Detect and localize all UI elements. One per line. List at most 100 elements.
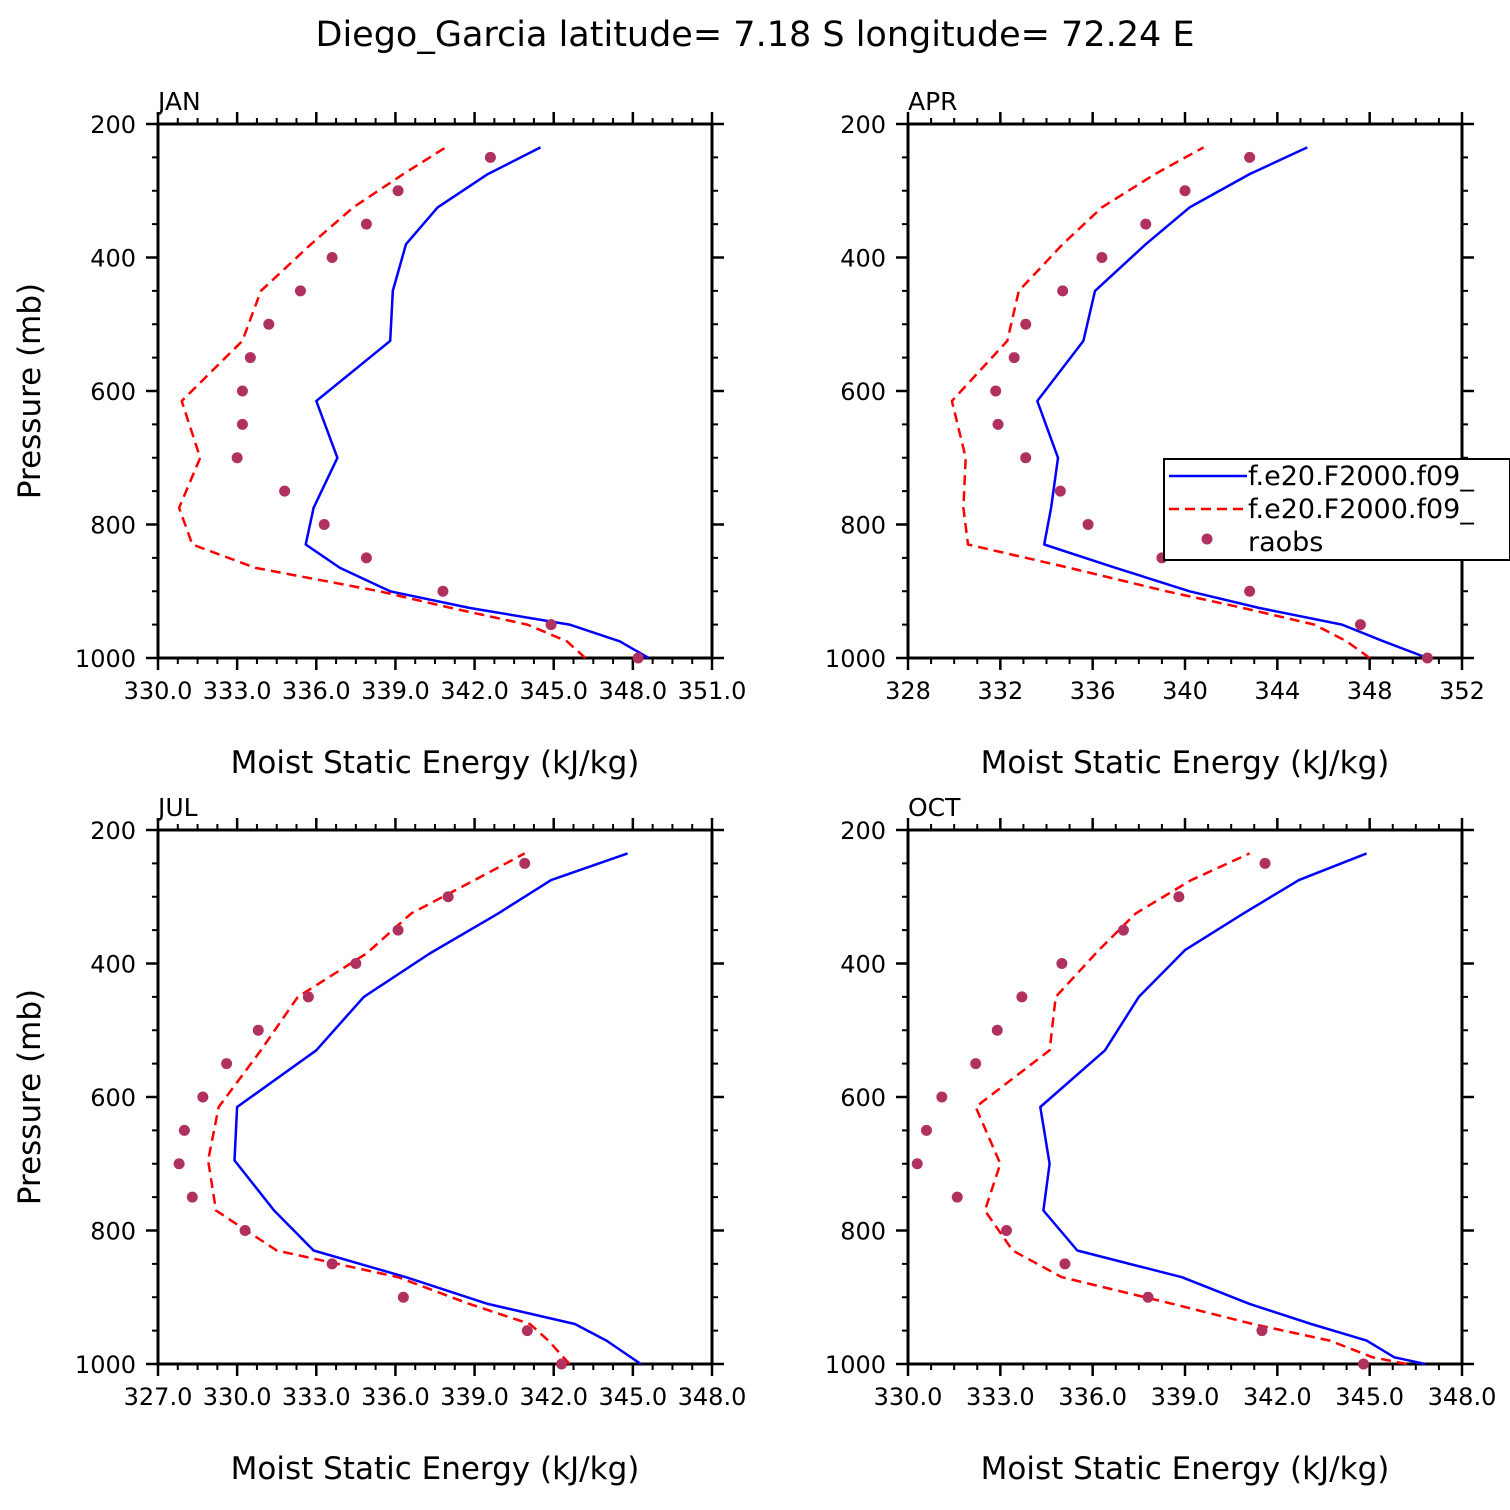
x-tick-label: 336.0 (361, 1383, 430, 1411)
y-tick-label: 1000 (75, 645, 136, 673)
raobs-point (252, 1024, 264, 1036)
raobs-point (392, 185, 404, 197)
raobs-point (1016, 991, 1028, 1003)
panel-apr: APR 328 332 336 340 344 348 352 200 400 600 800 1000… (825, 87, 1485, 781)
x-tick-label: 342.0 (440, 677, 509, 705)
raobs-point (1117, 924, 1129, 936)
raobs-point (1140, 218, 1152, 230)
raobs-point (173, 1158, 185, 1170)
x-tick-label: 348.0 (1428, 1383, 1497, 1411)
y-tick-label: 200 (90, 111, 136, 139)
y-axis-label: Pressure (mb) (12, 283, 48, 499)
raobs-point (178, 1124, 190, 1136)
y-tick-label: 600 (90, 1084, 136, 1112)
raobs-point (1142, 1291, 1154, 1303)
x-tick-label: 336.0 (282, 677, 351, 705)
x-tick-label: 348.0 (598, 677, 667, 705)
raobs-point (556, 1358, 568, 1370)
x-axis-label: Moist Static Energy (kJ/kg) (981, 745, 1390, 781)
x-axis-label: Moist Static Energy (kJ/kg) (981, 1451, 1390, 1487)
raobs-point (360, 552, 372, 564)
x-tick-label: 339.0 (440, 1383, 509, 1411)
raobs-point (920, 1124, 932, 1136)
x-tick-label: 340 (1162, 677, 1208, 705)
raobs-point (1179, 185, 1191, 197)
x-tick-label: 345.0 (519, 677, 588, 705)
y-tick-label: 800 (90, 1218, 136, 1246)
raobs-point (1244, 585, 1256, 597)
raobs-point (326, 1258, 338, 1270)
x-axis-label: Moist Static Energy (kJ/kg) (231, 745, 640, 781)
raobs-point (244, 352, 256, 364)
y-tick-label: 200 (840, 111, 886, 139)
y-tick-label: 800 (840, 1218, 886, 1246)
x-axis-label: Moist Static Energy (kJ/kg) (231, 1451, 640, 1487)
x-tick-label: 339.0 (361, 677, 430, 705)
raobs-point (392, 924, 404, 936)
model-red-dashed-line (950, 146, 1371, 660)
raobs-point (911, 1158, 923, 1170)
panel-jan: JAN 330.0 333.0 336.0 339.0 342.0 345.0 348.0 35… (12, 87, 746, 781)
plot-frame (906, 828, 1464, 1366)
model-blue-line (1036, 146, 1428, 660)
legend-label: f.e20.F2000.f09_ (1248, 461, 1474, 492)
raobs-point (1059, 1258, 1071, 1270)
x-tick-label: 348.0 (678, 1383, 747, 1411)
raobs-point (545, 619, 557, 631)
model-blue-line (1039, 852, 1426, 1366)
panel-label: JAN (156, 87, 201, 116)
raobs-point (951, 1191, 963, 1203)
panel-jul: JUL 327.0 330.0 333.0 336.0 339.0 342.0 345.0 34… (12, 793, 746, 1487)
panel-label: OCT (908, 793, 961, 822)
y-tick-label: 200 (90, 817, 136, 845)
raobs-point (1096, 252, 1108, 263)
raobs-point (326, 252, 338, 263)
x-tick-label: 336 (1070, 677, 1116, 705)
y-tick-label: 400 (840, 951, 886, 979)
raobs-point (992, 418, 1004, 430)
raobs-point (239, 1225, 251, 1236)
raobs-point (1056, 958, 1068, 969)
panels: JAN 330.0 333.0 336.0 339.0 342.0 345.0 348.0 35… (12, 87, 1496, 1487)
raobs-point (970, 1058, 982, 1070)
legend-marker (1201, 533, 1213, 545)
x-tick-label: 345.0 (1335, 1383, 1404, 1411)
raobs-point (231, 452, 243, 464)
raobs-point (1354, 619, 1366, 631)
raobs-point (1000, 1225, 1012, 1236)
legend-label: f.e20.F2000.f09_ (1248, 494, 1474, 525)
x-tick-label: 330.0 (203, 1383, 272, 1411)
raobs-point (221, 1058, 233, 1070)
raobs-point (442, 891, 454, 903)
raobs-point (1259, 857, 1271, 869)
raobs-point (1244, 151, 1256, 163)
x-tick-label: 330.0 (124, 677, 193, 705)
x-tick-label: 348 (1347, 677, 1393, 705)
y-tick-label: 600 (840, 378, 886, 406)
y-axis-label: Pressure (mb) (12, 989, 48, 1205)
y-tick-label: 1000 (75, 1351, 136, 1379)
model-blue-line (233, 852, 642, 1366)
model-red-dashed-line (206, 852, 571, 1365)
raobs-point (519, 857, 531, 869)
legend-label: raobs (1248, 527, 1323, 558)
raobs-point (236, 385, 248, 397)
raobs-point (437, 585, 449, 597)
model-red-dashed-line (974, 852, 1407, 1366)
raobs-point (990, 385, 1002, 397)
raobs-point (350, 958, 362, 969)
plot-frame (156, 828, 714, 1366)
y-tick-label: 1000 (825, 1351, 886, 1379)
y-tick-label: 400 (90, 951, 136, 979)
figure-title: Diego_Garcia latitude= 7.18 S longitude=… (316, 15, 1195, 55)
raobs-point (1008, 352, 1020, 364)
y-tick-label: 600 (90, 378, 136, 406)
x-tick-label: 342.0 (1243, 1383, 1312, 1411)
panel-label: APR (908, 87, 958, 116)
x-tick-label: 345.0 (598, 1383, 667, 1411)
raobs-point (397, 1291, 409, 1303)
x-tick-label: 351.0 (678, 677, 747, 705)
model-red-dashed-line (177, 146, 587, 659)
x-tick-label: 333.0 (966, 1383, 1035, 1411)
